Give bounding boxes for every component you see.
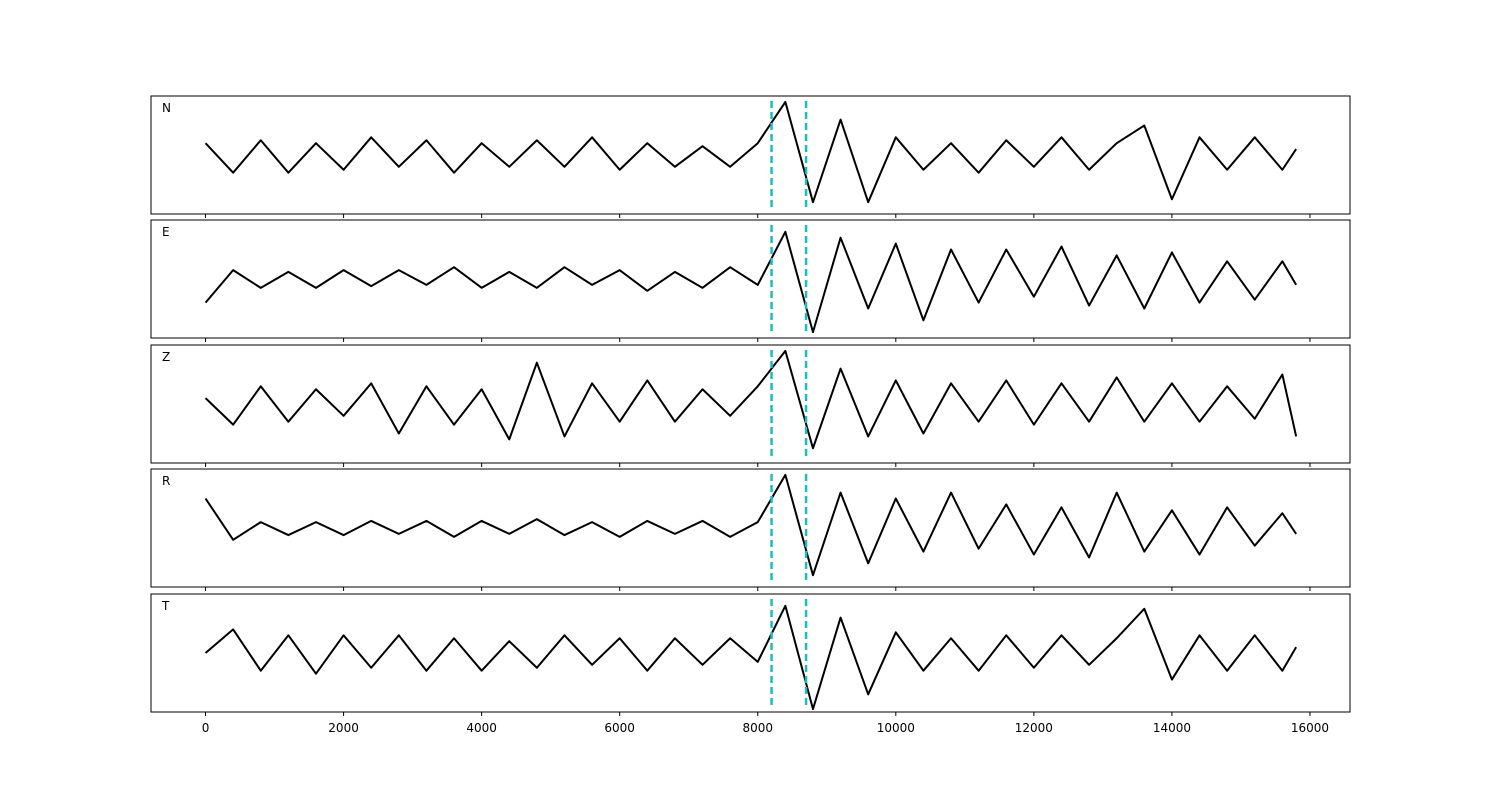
x-tick-label: 0 [202, 721, 210, 735]
trace [204, 473, 1297, 577]
panel-label: N [162, 101, 171, 115]
panel-label: T [161, 599, 170, 613]
x-tick-label: 6000 [604, 721, 635, 735]
panel-frame [150, 219, 1351, 339]
x-tick-label: 4000 [466, 721, 497, 735]
panel-frame [150, 593, 1351, 713]
panel-frame [150, 95, 1351, 215]
x-tick-label: 8000 [742, 721, 773, 735]
panel-frame [150, 344, 1351, 464]
x-tick-label: 16000 [1291, 721, 1329, 735]
trace [204, 230, 1298, 334]
x-tick-label: 10000 [877, 721, 915, 735]
trace [204, 100, 1297, 204]
x-tick-label: 14000 [1153, 721, 1191, 735]
panel-label: R [162, 474, 170, 488]
trace [204, 349, 1298, 450]
panel-label: E [162, 225, 170, 239]
x-tick-label: 2000 [328, 721, 359, 735]
panel-label: Z [162, 350, 170, 364]
panel-frame [150, 468, 1351, 588]
trace [204, 604, 1298, 711]
x-tick-label: 12000 [1015, 721, 1053, 735]
